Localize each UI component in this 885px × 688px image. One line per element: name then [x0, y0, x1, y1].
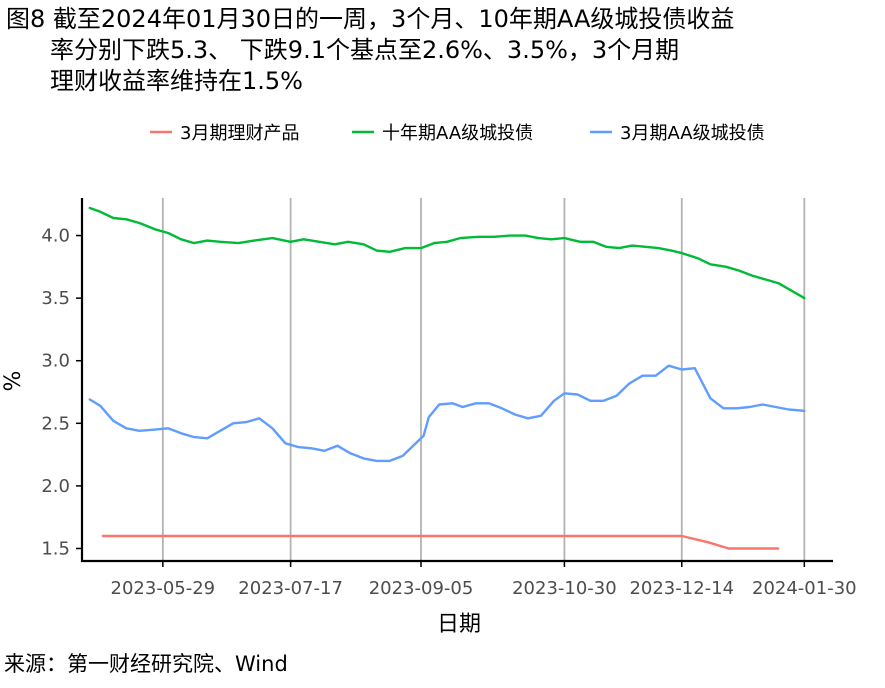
series-line-1 [101, 534, 780, 550]
series-line-3 [88, 364, 806, 463]
x-tick-label: 2023-07-17 [238, 578, 343, 599]
chart-title-line-3: 理财收益率维持在1.5% [50, 67, 303, 95]
series-line-2 [88, 206, 806, 300]
x-tick-label: 2023-05-29 [111, 578, 216, 599]
gridlines [161, 198, 806, 561]
y-tick-label: 1.5 [41, 538, 70, 559]
y-tick-label: 3.5 [41, 288, 70, 309]
axes: 2023-05-29 2023-07-17 2023-09-05 2023-10-30… [41, 198, 857, 599]
source-note: 来源：第一财经研究院、Wind [4, 652, 288, 676]
y-tick-label: 2.5 [41, 413, 70, 434]
x-axis-label: 日期 [437, 612, 481, 637]
legend-label-3: 3月期AA级城投债 [620, 123, 765, 144]
x-tick-label: 2023-12-14 [629, 578, 734, 599]
x-tick-label: 2023-10-30 [512, 578, 617, 599]
y-tick-label: 2.0 [41, 476, 70, 497]
x-tick-label: 2023-09-05 [369, 578, 474, 599]
chart-title: 图8 截至2024年01月30日的一周，3个月、10年期AA级城投债收益 率分别… [6, 4, 881, 97]
chart-legend: 3月期理财产品 十年期AA级城投债 3月期AA级城投债 [150, 123, 765, 144]
y-tick-label: 3.0 [41, 351, 70, 372]
y-tick-label: 4.0 [41, 226, 70, 247]
series-lines [88, 206, 806, 550]
legend-label-2: 十年期AA级城投债 [382, 123, 533, 144]
chart-title-line-2: 率分别下跌5.3、 下跌9.1个基点至2.6%、3.5%，3个月期 [50, 36, 680, 64]
y-axis-label: % [1, 371, 26, 392]
x-tick-label: 2024-01-30 [752, 578, 857, 599]
chart-title-line-1: 图8 截至2024年01月30日的一周，3个月、10年期AA级城投债收益 [6, 5, 735, 33]
legend-label-1: 3月期理财产品 [180, 123, 299, 144]
